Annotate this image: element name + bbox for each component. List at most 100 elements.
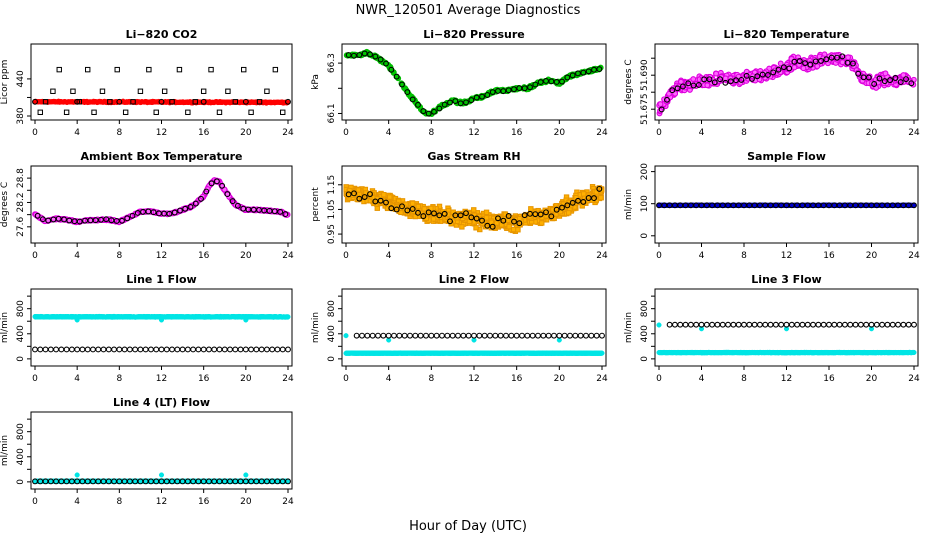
y-axis-label: Licor ppm bbox=[0, 60, 10, 105]
data-point bbox=[263, 346, 270, 353]
data-point bbox=[391, 332, 397, 339]
y-tick-label: 380 bbox=[16, 107, 26, 124]
data-point bbox=[588, 332, 595, 339]
data-point bbox=[163, 346, 170, 353]
data-point bbox=[50, 88, 56, 94]
data-point bbox=[192, 99, 198, 105]
x-tick-label: 12 bbox=[468, 251, 479, 261]
y-tick-label: 800 bbox=[640, 300, 650, 317]
y-axis-label: ml/min bbox=[0, 312, 10, 343]
x-tick-label: 12 bbox=[468, 128, 479, 138]
data-point bbox=[460, 332, 467, 339]
data-point bbox=[690, 76, 697, 83]
data-point bbox=[355, 187, 362, 193]
y-axis-label: kPa bbox=[311, 74, 321, 90]
data-point bbox=[556, 332, 563, 339]
data-point bbox=[407, 332, 413, 339]
x-tick-label: 8 bbox=[428, 251, 434, 261]
data-point bbox=[433, 332, 440, 339]
data-point bbox=[369, 332, 376, 339]
x-tick-label: 24 bbox=[908, 128, 920, 138]
x-tick-label: 8 bbox=[428, 374, 434, 384]
data-point bbox=[47, 346, 54, 353]
data-point bbox=[142, 346, 149, 353]
data-point bbox=[510, 226, 517, 233]
data-points bbox=[656, 202, 917, 209]
data-point bbox=[428, 332, 435, 339]
data-point bbox=[473, 225, 479, 231]
x-tick-label: 0 bbox=[32, 374, 38, 384]
data-point bbox=[264, 88, 270, 94]
panel-title: Gas Stream RH bbox=[427, 150, 520, 163]
data-point bbox=[412, 332, 419, 339]
data-point bbox=[657, 101, 664, 108]
x-tick-label: 16 bbox=[511, 374, 523, 384]
data-point bbox=[519, 332, 525, 339]
data-point bbox=[704, 82, 711, 89]
x-tick-label: 20 bbox=[554, 251, 566, 261]
x-tick-label: 12 bbox=[156, 251, 167, 261]
data-point bbox=[63, 109, 70, 115]
data-point bbox=[497, 332, 504, 339]
x-tick-label: 24 bbox=[596, 251, 608, 261]
y-axis-label: ml/min bbox=[624, 312, 634, 343]
data-point bbox=[599, 350, 605, 356]
y-tick-label: 0 bbox=[327, 356, 337, 362]
data-point bbox=[540, 332, 547, 339]
x-tick-label: 8 bbox=[741, 128, 747, 138]
data-point bbox=[551, 332, 557, 339]
data-point bbox=[545, 332, 552, 339]
data-point bbox=[678, 78, 684, 85]
data-point bbox=[137, 346, 144, 353]
data-point bbox=[248, 109, 254, 115]
data-point bbox=[845, 54, 852, 61]
x-tick-label: 20 bbox=[554, 128, 566, 138]
data-point bbox=[279, 346, 286, 353]
x-tick-label: 8 bbox=[116, 128, 122, 138]
panel-title: Line 2 Flow bbox=[439, 273, 509, 286]
data-point bbox=[32, 98, 38, 105]
data-point bbox=[387, 194, 393, 200]
data-point bbox=[253, 346, 260, 353]
data-point bbox=[535, 332, 541, 339]
data-point bbox=[111, 346, 118, 353]
x-tick-label: 16 bbox=[198, 128, 210, 138]
data-point bbox=[459, 224, 465, 230]
figure-xlabel: Hour of Day (UTC) bbox=[409, 519, 527, 534]
data-point bbox=[99, 88, 106, 94]
data-point bbox=[800, 65, 807, 72]
y-tick-label: 51.675 bbox=[640, 93, 650, 125]
data-point bbox=[529, 332, 536, 339]
x-tick-label: 4 bbox=[386, 251, 392, 261]
data-point bbox=[158, 317, 165, 323]
data-point bbox=[208, 66, 214, 73]
data-point bbox=[269, 346, 276, 353]
data-point bbox=[423, 332, 429, 339]
data-point bbox=[598, 195, 604, 201]
x-tick-label: 12 bbox=[156, 374, 167, 384]
y-tick-label: 0 bbox=[640, 356, 650, 362]
data-point bbox=[42, 346, 49, 353]
x-tick-label: 4 bbox=[699, 374, 705, 384]
x-tick-label: 24 bbox=[282, 374, 294, 384]
data-point bbox=[184, 346, 191, 353]
x-tick-label: 8 bbox=[428, 128, 434, 138]
data-point bbox=[494, 220, 500, 226]
y-tick-label: 1.05 bbox=[327, 199, 337, 219]
x-tick-label: 0 bbox=[656, 128, 662, 138]
y-tick-label: 28.8 bbox=[16, 168, 26, 188]
plot-frame bbox=[30, 43, 293, 121]
x-tick-label: 16 bbox=[823, 251, 835, 261]
data-point bbox=[137, 88, 144, 94]
x-tick-label: 12 bbox=[781, 374, 792, 384]
data-point bbox=[242, 346, 249, 353]
data-point bbox=[483, 215, 490, 221]
data-point bbox=[105, 346, 112, 353]
x-tick-label: 4 bbox=[386, 374, 392, 384]
data-point bbox=[476, 332, 483, 339]
